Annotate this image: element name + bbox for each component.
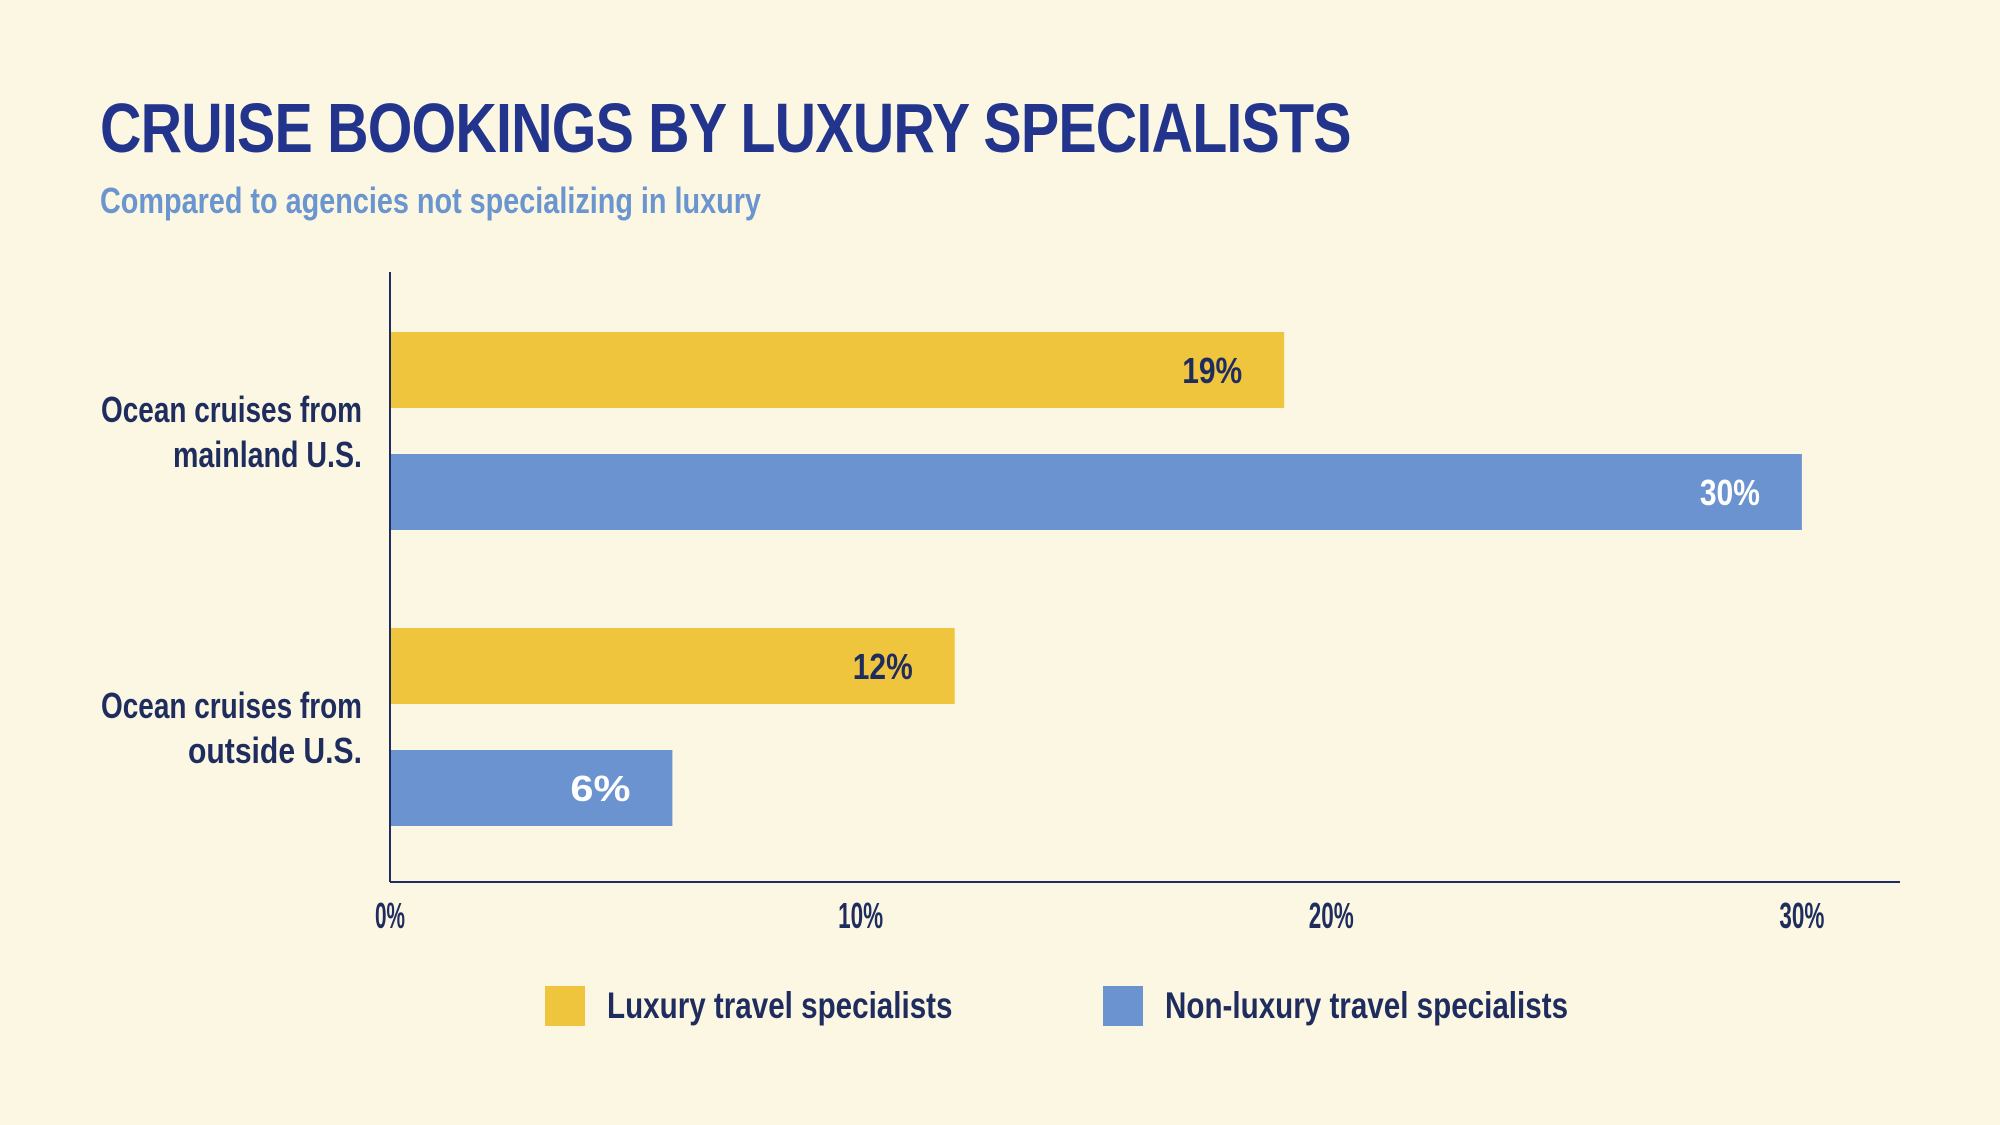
x-tick-label-1: 10%: [838, 895, 883, 936]
data-label-series-0-cat-0: 19%: [1182, 350, 1242, 391]
category-label-0-line-1: mainland U.S.: [173, 434, 362, 475]
x-tick-label-3: 30%: [1779, 895, 1824, 936]
legend: Luxury travel specialists Non-luxury tra…: [545, 985, 1733, 1027]
legend-label-luxury: Luxury travel specialists: [607, 985, 953, 1026]
chart-subtitle: Compared to agencies not specializing in…: [100, 180, 761, 221]
bar-series-1-cat-0: [390, 454, 1802, 530]
legend-swatch-non-luxury: [1102, 986, 1143, 1026]
legend-item-non-luxury: Non-luxury travel specialists: [1102, 985, 1669, 1027]
data-label-series-1-cat-1: 6%: [570, 768, 630, 809]
x-tick-label-0: 0%: [375, 895, 405, 936]
chart-title: CRUISE BOOKINGS BY LUXURY SPECIALISTS: [100, 89, 1352, 167]
x-tick-label-2: 20%: [1309, 895, 1354, 936]
legend-label-non-luxury: Non-luxury travel specialists: [1164, 985, 1568, 1026]
data-label-series-1-cat-0: 30%: [1700, 472, 1760, 513]
legend-swatch-luxury: [545, 986, 585, 1026]
category-label-1-line-1: outside U.S.: [188, 730, 362, 771]
bar-series-0-cat-0: [390, 332, 1285, 408]
data-label-series-0-cat-1: 12%: [853, 646, 913, 687]
legend-item-luxury: Luxury travel specialists: [545, 985, 1039, 1027]
category-label-0-line-0: Ocean cruises from: [101, 389, 362, 430]
bar-series-0-cat-1: [390, 628, 955, 704]
category-label-1-line-0: Ocean cruises from: [101, 685, 362, 726]
bar-series-1-cat-1: [390, 750, 673, 826]
bar-chart: 19% 12% 30% 6% 0% 10% 20% 30% Ocean cruises from…: [101, 272, 1900, 936]
